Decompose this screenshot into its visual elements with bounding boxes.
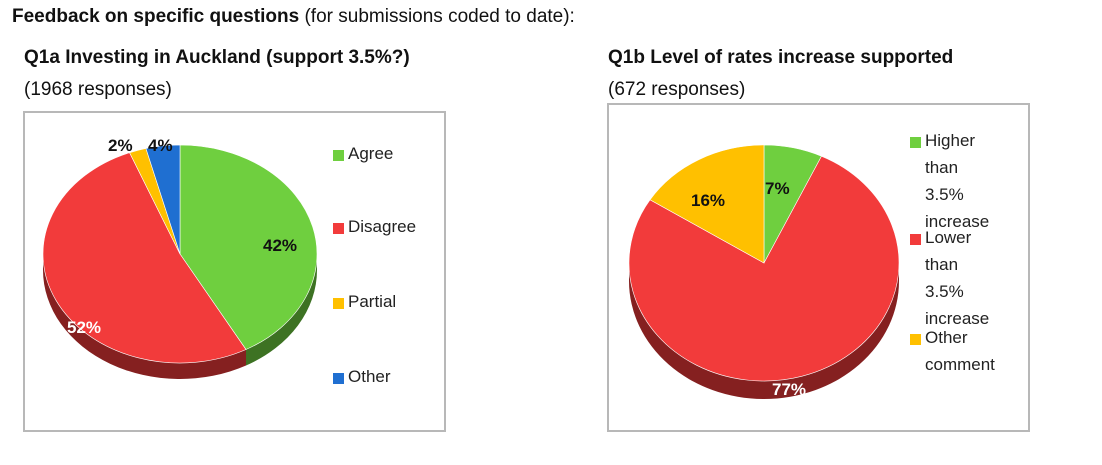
pie-slice-3 — [649, 144, 765, 264]
legend-label: Higher than 3.5% increase — [925, 127, 989, 235]
chart2-title: Q1b Level of rates increase supported — [608, 47, 954, 68]
legend-label-line: Lower — [925, 228, 972, 247]
chart1-subtitle: (1968 responses) — [24, 79, 172, 100]
legend-item: Other — [333, 367, 391, 390]
legend-swatch — [910, 137, 921, 148]
legend-item: Partial — [333, 292, 396, 315]
legend-label: Other comment — [925, 324, 995, 378]
legend-label-line: Other — [925, 328, 968, 347]
legend-item: Other comment — [910, 328, 995, 378]
chart1-area: 42% 52% 2% 4% Agree Disagree Partial Other — [23, 111, 446, 432]
slice-label-1: 7% — [765, 179, 790, 198]
pie-slice-1 — [179, 144, 318, 350]
legend-item: Disagree — [333, 217, 416, 240]
legend-label-line: increase — [925, 309, 990, 328]
pie-side-2 — [43, 254, 247, 380]
chart2-area: 7% 77% 16% Higher than 3.5% increase Lower tha… — [607, 103, 1030, 432]
legend-swatch — [333, 223, 344, 234]
page-heading: Feedback on specific questions (for subm… — [12, 6, 575, 28]
legend-label-line: Agree — [348, 144, 394, 163]
heading-bold: Feedback on specific questions — [12, 6, 300, 27]
legend-label: Agree — [348, 140, 393, 167]
chart1-pie: 42% 52% 2% 4% — [42, 136, 318, 380]
legend-label-line: Other — [348, 367, 391, 386]
legend-label: Lower than 3.5% increase — [925, 224, 989, 332]
legend-label-line: Disagree — [348, 217, 417, 236]
legend-swatch — [910, 234, 921, 245]
legend-item: Agree — [333, 144, 393, 167]
slice-label-1: 42% — [263, 236, 297, 255]
slice-label-3: 2% — [108, 136, 133, 155]
legend-swatch — [910, 334, 921, 345]
legend-swatch — [333, 150, 344, 161]
legend-item: Lower than 3.5% increase — [910, 228, 989, 332]
slice-label-3: 16% — [691, 191, 725, 210]
chart1-title: Q1a Investing in Auckland (support 3.5%?… — [24, 47, 410, 68]
slice-label-2: 52% — [67, 318, 101, 337]
slice-label-4: 4% — [148, 136, 173, 155]
pie-side-1 — [246, 254, 317, 366]
pie-slice-2 — [628, 155, 900, 382]
chart2-subtitle: (672 responses) — [608, 79, 746, 100]
legend-label: Partial — [348, 288, 396, 315]
legend-label-line: comment — [925, 355, 995, 374]
chart2-pie: 7% 77% 16% — [628, 144, 900, 399]
legend-label-line: than 3.5% — [925, 158, 964, 204]
legend-label-line: increase — [925, 212, 990, 231]
legend-label-line: Higher — [925, 131, 976, 150]
pie-slice-2 — [42, 152, 247, 364]
legend-item: Higher than 3.5% increase — [910, 131, 989, 235]
legend-label: Other — [348, 363, 391, 390]
legend-label: Disagree — [348, 213, 416, 240]
legend-swatch — [333, 373, 344, 384]
legend-swatch — [333, 298, 344, 309]
pie-slice-4 — [145, 144, 181, 255]
legend-label-line: Partial — [348, 292, 397, 311]
heading-rest: (for submissions coded to date): — [299, 6, 575, 27]
slice-label-2: 77% — [772, 380, 806, 399]
legend-label-line: than 3.5% — [925, 255, 964, 301]
